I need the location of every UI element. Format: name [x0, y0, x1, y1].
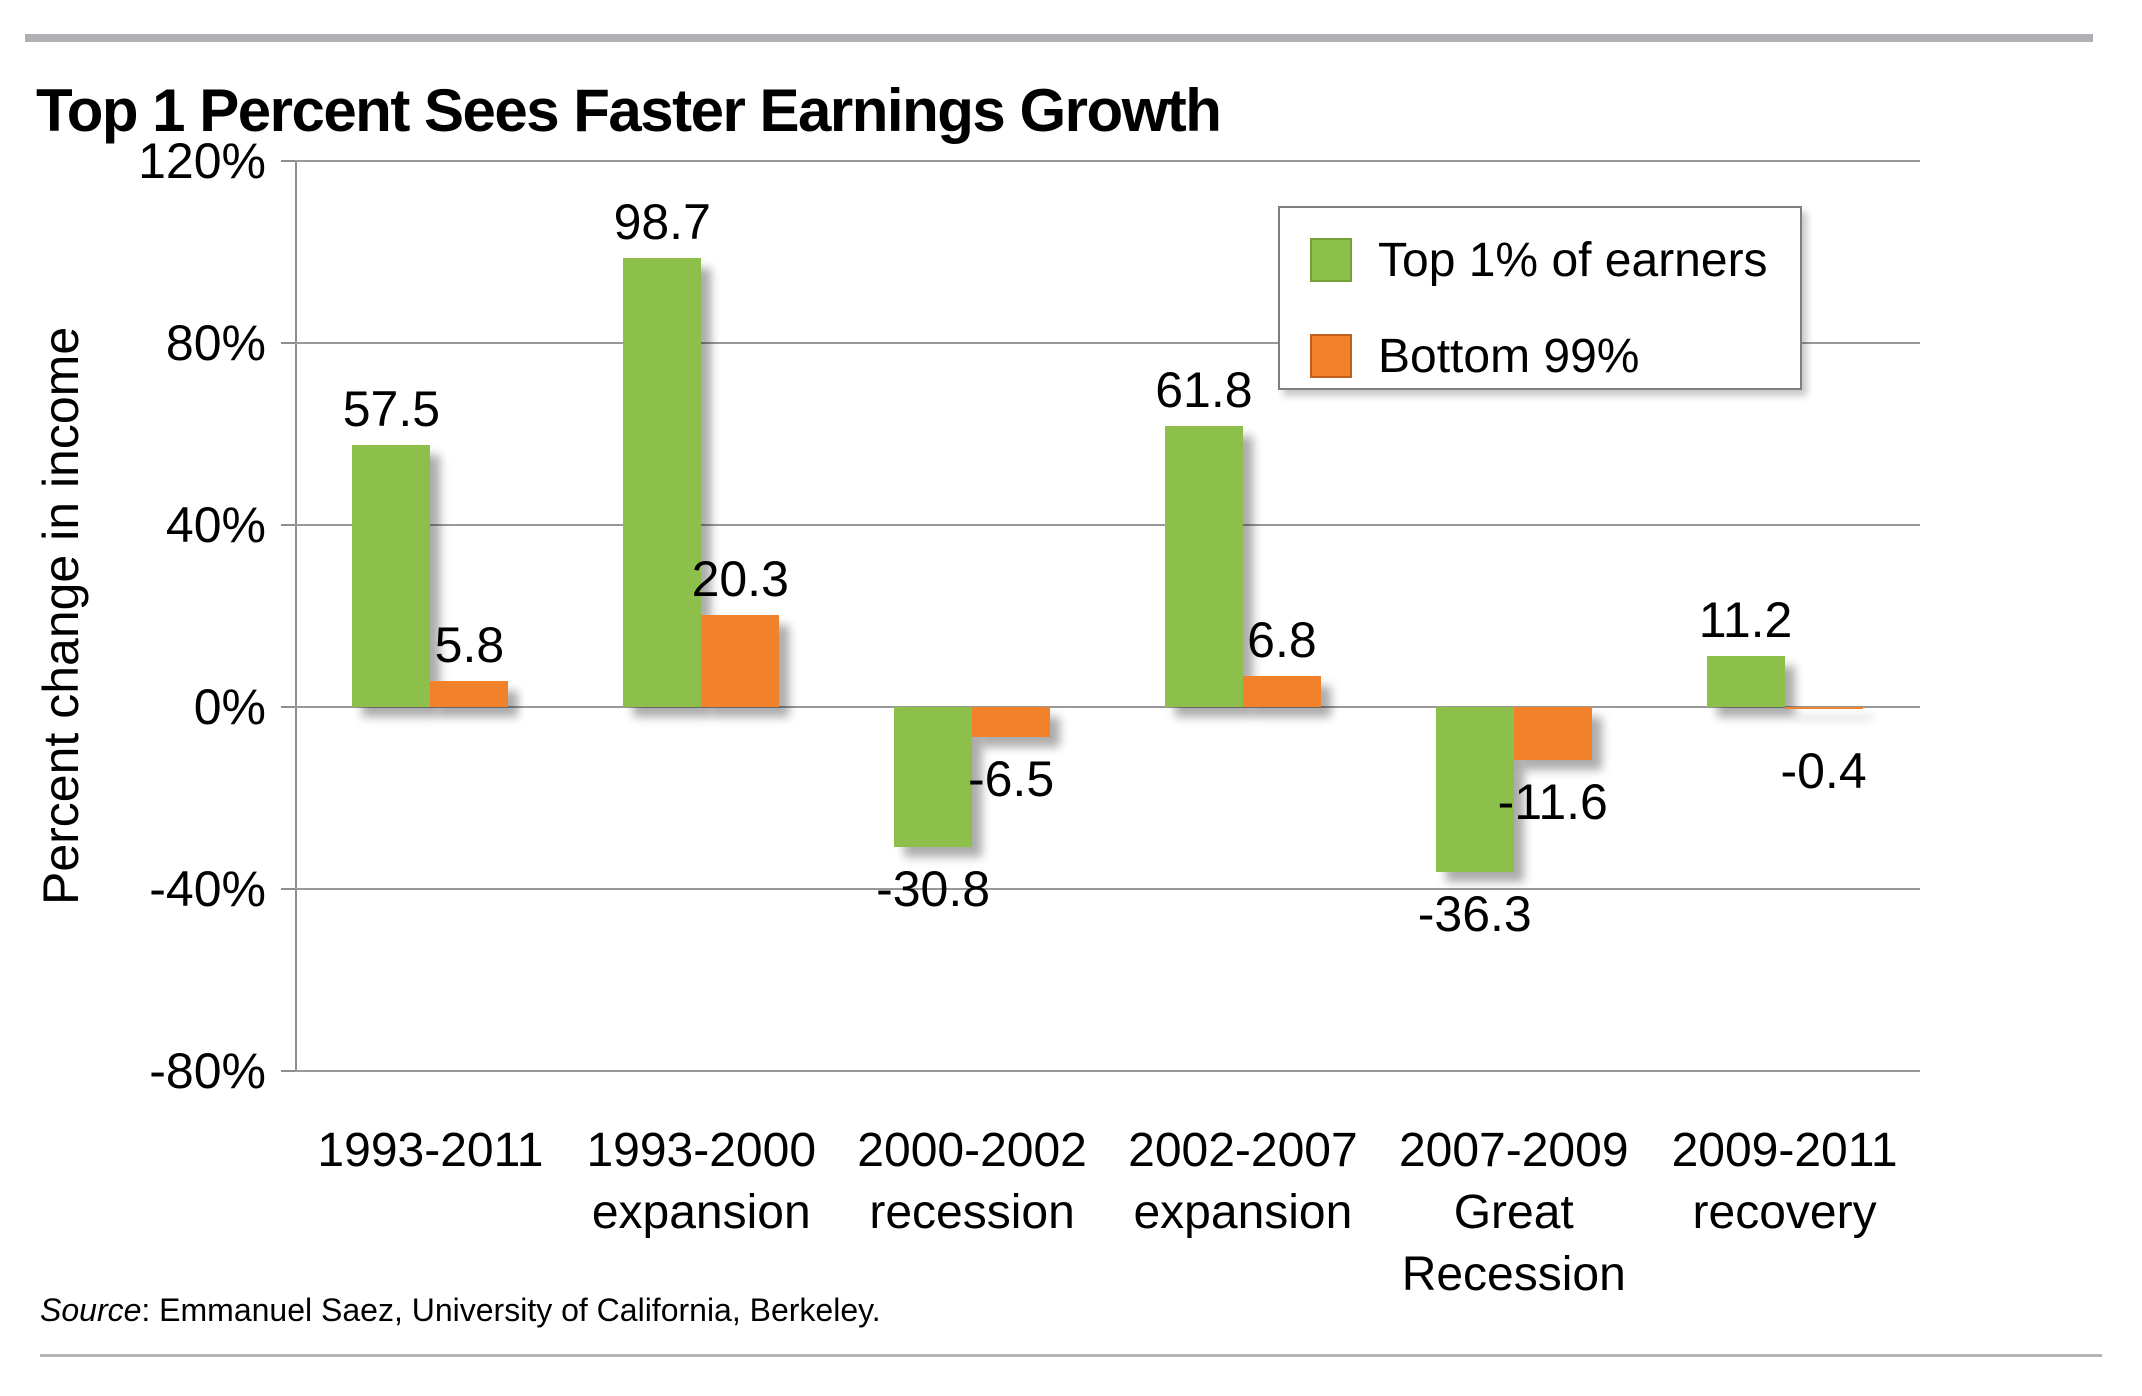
value-label--30.8: -30.8 [876, 861, 991, 917]
category-cell-2007-2009 Great Recession: -36.3 -11.6 [1378, 161, 1649, 1071]
y-tick-label-120%: 120% [138, 133, 266, 189]
x-label-line: expansion [1133, 1186, 1353, 1239]
legend-swatch-orange [1310, 334, 1352, 378]
y-tick-mark-120% [281, 160, 295, 162]
y-tick-label-80%: 80% [165, 315, 266, 371]
legend-label-top1: Top 1% of earners [1378, 233, 1768, 287]
gridline--40% [295, 888, 1920, 890]
bar-bottom-99--2007-2009 Great Recession [1513, 707, 1592, 760]
source-note-text: : Emmanuel Saez, University of Californi… [141, 1292, 881, 1328]
value-label-57.5: 57.5 [342, 381, 441, 437]
value-label-20.3: 20.3 [691, 551, 789, 607]
source-note: Source: Emmanuel Saez, University of Cal… [40, 1292, 881, 1329]
top-divider-bar [25, 34, 2093, 42]
x-label-1993-2011: 1993-2011 [295, 1071, 566, 1182]
y-tick-mark-40% [281, 524, 295, 526]
bar-bottom-99--2000-2002 recession [972, 707, 1051, 737]
bar-top-1-of-earners-1993-2000 expansion [623, 258, 702, 707]
value-label-98.7: 98.7 [613, 194, 711, 250]
y-axis-line [295, 161, 297, 1071]
bar-top-1-of-earners-2007-2009 Great Recession [1435, 707, 1514, 872]
x-label-line: Recession [1401, 1248, 1626, 1301]
x-label-line: 2002-2007 [1128, 1124, 1358, 1177]
legend-item-bottom99: Bottom 99% [1310, 326, 1800, 386]
x-label-line: 1993-2000 [586, 1124, 817, 1177]
plot-area: 57.5 5.8 98.7 20.3 -30.8 -6.5 61.8 6.8 -36.3 -11.… [281, 160, 1920, 1072]
x-label-line: recession [869, 1186, 1075, 1239]
x-label-line: expansion [591, 1186, 811, 1239]
category-cell-2000-2002 recession: -30.8 -6.5 [837, 161, 1108, 1071]
y-tick-mark-80% [281, 342, 295, 344]
bottom-divider-line [40, 1354, 2102, 1357]
category-cell-1993-2000 expansion: 98.7 20.3 [566, 161, 837, 1071]
value-label--11.6: -11.6 [1497, 774, 1608, 830]
x-label-2000-2002 recession: 2000-2002 recession [837, 1071, 1108, 1244]
y-tick-label--40%: -40% [149, 861, 266, 917]
category-cell-1993-2011: 57.5 5.8 [295, 161, 566, 1071]
y-axis-tick-labels: 120% 80% 40% 0% -40% -80% [50, 0, 266, 1396]
x-label-2002-2007 expansion: 2002-2007 expansion [1108, 1071, 1379, 1244]
x-label-1993-2000 expansion: 1993-2000 expansion [566, 1071, 837, 1244]
value-label-6.8: 6.8 [1247, 612, 1317, 668]
y-tick-mark-0% [281, 706, 295, 708]
x-label-line: 2009-2011 [1671, 1124, 1898, 1177]
legend-swatch-green [1310, 238, 1352, 282]
legend: Top 1% of earners Bottom 99% [1278, 206, 1802, 390]
y-tick-mark--80% [281, 1070, 295, 1072]
value-label-5.8: 5.8 [434, 617, 505, 673]
bar-top-1-of-earners-1993-2011 [352, 445, 431, 707]
x-axis-category-labels: 1993-2011 1993-2000 expansion 2000-2002 rece… [295, 1071, 1920, 1351]
gridline--80% [295, 1070, 1920, 1072]
gridline-40% [295, 524, 1920, 526]
bar-bottom-99--1993-2011 [430, 681, 509, 707]
y-tick-label-0%: 0% [193, 679, 266, 735]
x-label-2009-2011 recovery: 2009-2011 recovery [1649, 1071, 1920, 1244]
bar-top-1-of-earners-2009-2011 recovery [1706, 656, 1785, 707]
x-label-line: recovery [1692, 1186, 1877, 1239]
source-note-prefix: Source [40, 1292, 142, 1328]
legend-label-bottom99: Bottom 99% [1378, 329, 1640, 383]
bar-top-1-of-earners-2000-2002 recession [894, 707, 973, 847]
gridline-120% [295, 160, 1920, 162]
y-tick-label--80%: -80% [149, 1043, 266, 1099]
value-label-11.2: 11.2 [1698, 592, 1793, 648]
value-label--0.4: -0.4 [1780, 743, 1867, 799]
value-label--36.3: -36.3 [1417, 886, 1532, 942]
x-label-line: Great [1453, 1186, 1574, 1239]
y-tick-mark--40% [281, 888, 295, 890]
category-cell-2002-2007 expansion: 61.8 6.8 [1108, 161, 1379, 1071]
value-label--6.5: -6.5 [967, 751, 1055, 807]
category-cell-2009-2011 recovery: 11.2 -0.4 [1649, 161, 1920, 1071]
chart-title: Top 1 Percent Sees Faster Earnings Growt… [36, 77, 1222, 145]
bar-top-1-of-earners-2002-2007 expansion [1164, 426, 1243, 707]
gridline-0% [295, 706, 1920, 708]
y-tick-label-40%: 40% [165, 497, 266, 553]
bar-bottom-99--2009-2011 recovery [1784, 707, 1863, 709]
legend-item-top1: Top 1% of earners [1310, 230, 1800, 290]
bar-bottom-99--2002-2007 expansion [1242, 676, 1321, 707]
x-label-line: 2007-2009 [1398, 1124, 1629, 1177]
x-label-2007-2009 Great Recession: 2007-2009 Great Recession [1378, 1071, 1649, 1306]
gridline-80% [295, 342, 1920, 344]
x-label-line: 2000-2002 [857, 1124, 1087, 1177]
bar-bottom-99--1993-2000 expansion [701, 615, 780, 707]
x-label-line: 1993-2011 [317, 1124, 544, 1177]
value-label-61.8: 61.8 [1155, 362, 1253, 418]
